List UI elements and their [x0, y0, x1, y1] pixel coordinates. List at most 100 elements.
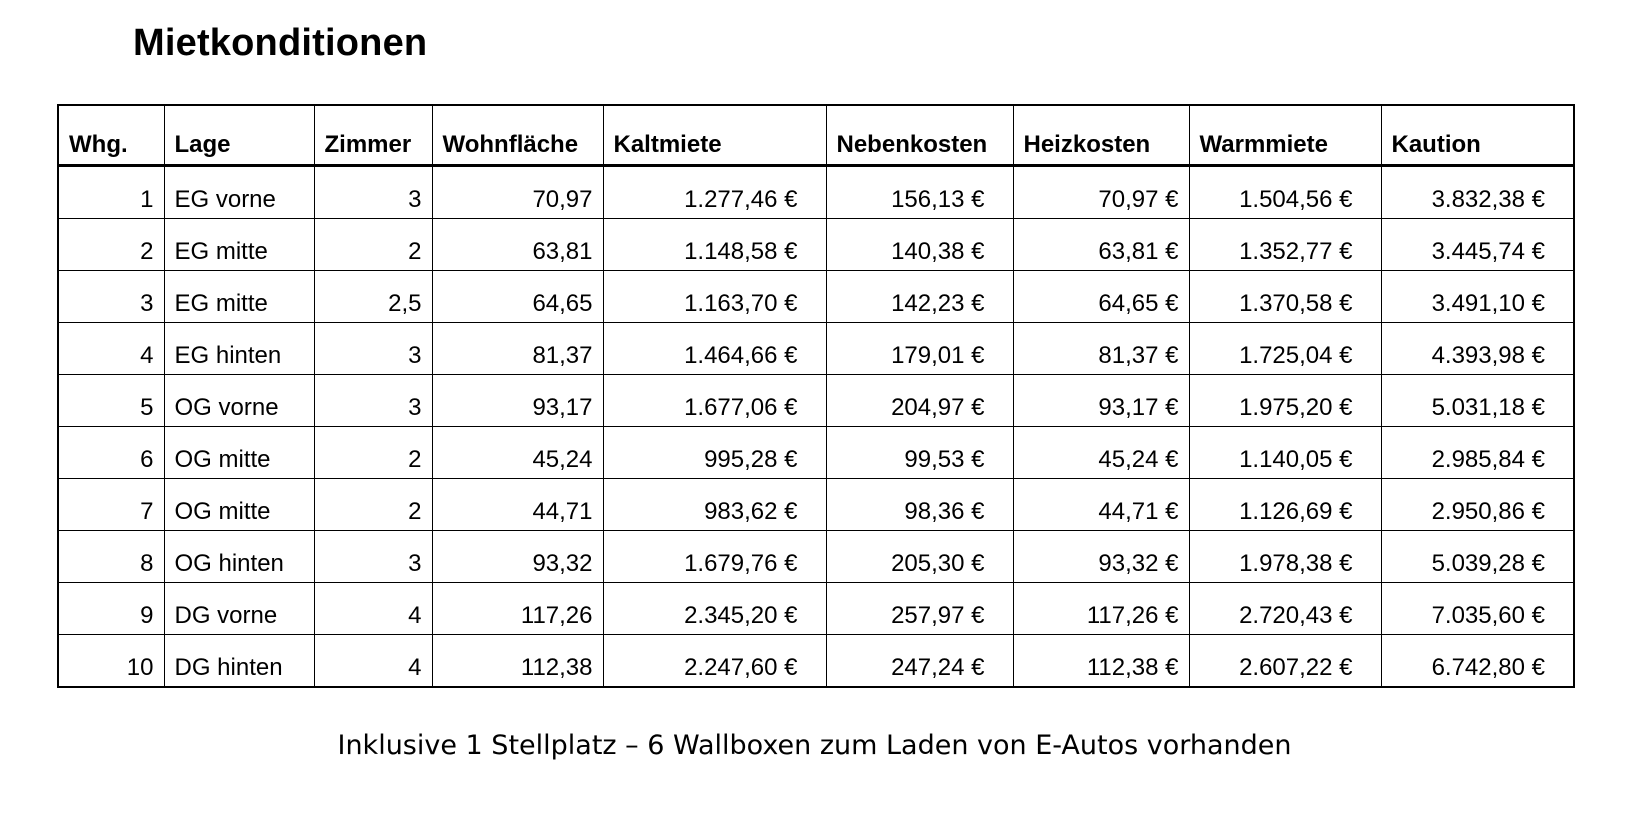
cell-wohnflaeche: 45,24	[431, 426, 604, 479]
header-kaltmiete: Kaltmiete	[602, 104, 827, 167]
cell-warmmiete: 2.720,43 €	[1188, 582, 1382, 635]
cell-nebenkosten: 99,53 €	[825, 426, 1014, 479]
cell-warmmiete: 1.126,69 €	[1188, 478, 1382, 531]
table-row: 8 OG hinten 3 93,32 1.679,76 € 205,30 € …	[57, 530, 1575, 583]
table-row: 6 OG mitte 2 45,24 995,28 € 99,53 € 45,2…	[57, 426, 1575, 479]
header-wohnflaeche: Wohnfläche	[431, 104, 604, 167]
table-row: 2 EG mitte 2 63,81 1.148,58 € 140,38 € 6…	[57, 218, 1575, 271]
cell-zimmer: 3	[313, 165, 433, 219]
cell-nebenkosten: 140,38 €	[825, 218, 1014, 271]
cell-warmmiete: 1.370,58 €	[1188, 270, 1382, 323]
cell-wohnflaeche: 112,38	[431, 634, 604, 688]
cell-wohnflaeche: 81,37	[431, 322, 604, 375]
table-body: 1 EG vorne 3 70,97 1.277,46 € 156,13 € 7…	[57, 165, 1575, 688]
footnote: Inklusive 1 Stellplatz – 6 Wallboxen zum…	[337, 730, 1292, 761]
cell-kaltmiete: 1.277,46 €	[602, 165, 827, 219]
cell-heizkosten: 93,32 €	[1012, 530, 1190, 583]
cell-heizkosten: 64,65 €	[1012, 270, 1190, 323]
cell-warmmiete: 1.352,77 €	[1188, 218, 1382, 271]
cell-kaltmiete: 1.464,66 €	[602, 322, 827, 375]
cell-kaltmiete: 983,62 €	[602, 478, 827, 531]
cell-wohnflaeche: 117,26	[431, 582, 604, 635]
cell-lage: EG vorne	[163, 165, 315, 219]
cell-kaltmiete: 1.677,06 €	[602, 374, 827, 427]
cell-nebenkosten: 205,30 €	[825, 530, 1014, 583]
cell-whg: 5	[57, 374, 165, 427]
table-row: 5 OG vorne 3 93,17 1.677,06 € 204,97 € 9…	[57, 374, 1575, 427]
cell-kaltmiete: 1.679,76 €	[602, 530, 827, 583]
cell-kaltmiete: 995,28 €	[602, 426, 827, 479]
cell-heizkosten: 112,38 €	[1012, 634, 1190, 688]
cell-whg: 10	[57, 634, 165, 688]
cell-zimmer: 3	[313, 322, 433, 375]
cell-lage: DG hinten	[163, 634, 315, 688]
cell-zimmer: 3	[313, 374, 433, 427]
cell-kaution: 4.393,98 €	[1380, 322, 1575, 375]
cell-lage: OG vorne	[163, 374, 315, 427]
table-row: 4 EG hinten 3 81,37 1.464,66 € 179,01 € …	[57, 322, 1575, 375]
cell-kaltmiete: 1.148,58 €	[602, 218, 827, 271]
table-row: 9 DG vorne 4 117,26 2.345,20 € 257,97 € …	[57, 582, 1575, 635]
cell-heizkosten: 93,17 €	[1012, 374, 1190, 427]
cell-kaution: 3.445,74 €	[1380, 218, 1575, 271]
cell-nebenkosten: 98,36 €	[825, 478, 1014, 531]
cell-lage: EG mitte	[163, 218, 315, 271]
cell-nebenkosten: 204,97 €	[825, 374, 1014, 427]
header-kaution: Kaution	[1380, 104, 1575, 167]
cell-whg: 2	[57, 218, 165, 271]
page-title: Mietkonditionen	[133, 22, 428, 64]
cell-lage: OG mitte	[163, 478, 315, 531]
cell-kaution: 3.832,38 €	[1380, 165, 1575, 219]
cell-heizkosten: 81,37 €	[1012, 322, 1190, 375]
cell-kaltmiete: 2.345,20 €	[602, 582, 827, 635]
cell-nebenkosten: 142,23 €	[825, 270, 1014, 323]
cell-zimmer: 3	[313, 530, 433, 583]
cell-wohnflaeche: 63,81	[431, 218, 604, 271]
cell-zimmer: 2	[313, 426, 433, 479]
header-zimmer: Zimmer	[313, 104, 433, 167]
cell-wohnflaeche: 93,17	[431, 374, 604, 427]
cell-kaltmiete: 1.163,70 €	[602, 270, 827, 323]
cell-heizkosten: 117,26 €	[1012, 582, 1190, 635]
cell-warmmiete: 1.975,20 €	[1188, 374, 1382, 427]
cell-wohnflaeche: 93,32	[431, 530, 604, 583]
cell-nebenkosten: 156,13 €	[825, 165, 1014, 219]
cell-kaution: 5.039,28 €	[1380, 530, 1575, 583]
cell-nebenkosten: 257,97 €	[825, 582, 1014, 635]
cell-kaution: 6.742,80 €	[1380, 634, 1575, 688]
header-whg: Whg.	[57, 104, 165, 167]
cell-heizkosten: 63,81 €	[1012, 218, 1190, 271]
cell-wohnflaeche: 44,71	[431, 478, 604, 531]
cell-wohnflaeche: 64,65	[431, 270, 604, 323]
cell-nebenkosten: 247,24 €	[825, 634, 1014, 688]
cell-zimmer: 4	[313, 582, 433, 635]
table-header-row: Whg. Lage Zimmer Wohnfläche Kaltmiete Ne…	[57, 104, 1575, 167]
header-warmmiete: Warmmiete	[1188, 104, 1382, 167]
cell-warmmiete: 1.978,38 €	[1188, 530, 1382, 583]
cell-whg: 4	[57, 322, 165, 375]
cell-wohnflaeche: 70,97	[431, 165, 604, 219]
cell-whg: 3	[57, 270, 165, 323]
cell-zimmer: 4	[313, 634, 433, 688]
cell-whg: 1	[57, 165, 165, 219]
header-heizkosten: Heizkosten	[1012, 104, 1190, 167]
cell-warmmiete: 1.725,04 €	[1188, 322, 1382, 375]
table-row: 3 EG mitte 2,5 64,65 1.163,70 € 142,23 €…	[57, 270, 1575, 323]
cell-whg: 7	[57, 478, 165, 531]
cell-warmmiete: 1.504,56 €	[1188, 165, 1382, 219]
cell-kaution: 3.491,10 €	[1380, 270, 1575, 323]
cell-warmmiete: 1.140,05 €	[1188, 426, 1382, 479]
header-nebenkosten: Nebenkosten	[825, 104, 1014, 167]
cell-whg: 9	[57, 582, 165, 635]
cell-lage: EG hinten	[163, 322, 315, 375]
cell-heizkosten: 44,71 €	[1012, 478, 1190, 531]
cell-zimmer: 2,5	[313, 270, 433, 323]
header-lage: Lage	[163, 104, 315, 167]
cell-lage: OG mitte	[163, 426, 315, 479]
table-row: 10 DG hinten 4 112,38 2.247,60 € 247,24 …	[57, 634, 1575, 688]
cell-zimmer: 2	[313, 218, 433, 271]
cell-lage: EG mitte	[163, 270, 315, 323]
cell-lage: DG vorne	[163, 582, 315, 635]
cell-whg: 6	[57, 426, 165, 479]
rent-table: Whg. Lage Zimmer Wohnfläche Kaltmiete Ne…	[57, 104, 1575, 688]
